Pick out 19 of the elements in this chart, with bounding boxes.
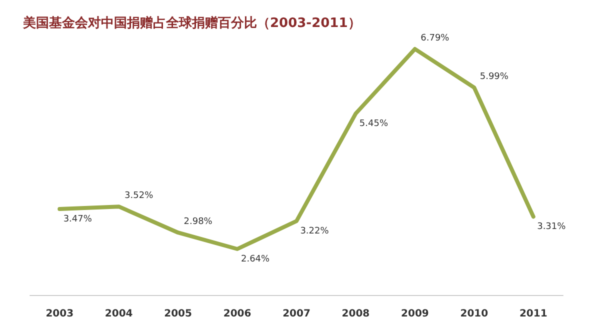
data-label: 2.98% [184,217,213,228]
x-tick-label: 2011 [519,308,548,320]
x-tick-label: 2009 [401,308,429,320]
data-label: 6.79% [420,34,450,44]
x-tick-label: 2008 [342,308,370,320]
data-label: 3.31% [537,222,566,232]
x-tick-label: 2004 [104,308,133,320]
data-label: 5.99% [480,72,509,82]
x-tick-label: 2005 [164,308,192,320]
x-tick-label: 2003 [46,308,74,320]
data-label: 5.45% [359,119,388,130]
x-tick-label: 2010 [460,308,488,320]
data-label: 3.47% [63,214,92,224]
data-label: 3.52% [124,191,154,202]
x-tick-label: 2007 [282,308,310,320]
data-label: 3.22% [300,226,330,237]
data-label: 2.64% [240,254,270,264]
chart-title: 美国基金会对中国捐赠占全球捐赠百分比（2003-2011） [22,15,361,31]
x-tick-label: 2006 [223,308,252,320]
